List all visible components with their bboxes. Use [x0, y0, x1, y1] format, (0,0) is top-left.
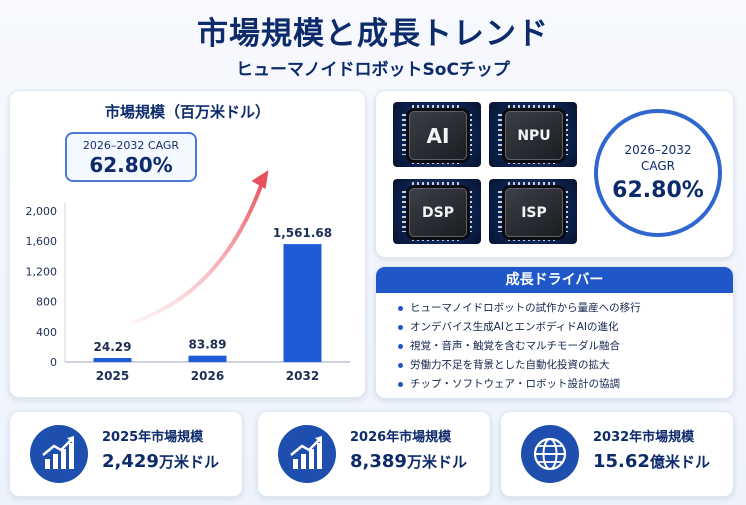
chip-label-npu: NPU [505, 111, 563, 160]
list-item: ヒューマノイドロボットの試作から量産への移行 [398, 299, 733, 318]
cagr-circle-label: CAGR [640, 159, 675, 173]
x-category-label: 2025 [96, 369, 129, 383]
chart-bar [188, 355, 227, 362]
soc-chips-card: AI NPU DSP ISP 2026–2032 CAGR 62.80% [375, 90, 734, 258]
bar-value-label: 24.29 [94, 340, 132, 354]
bar-value-label: 1,561.68 [273, 226, 332, 240]
stat-label: 2026年市場規模 [350, 430, 452, 445]
x-category-label: 2026 [191, 369, 224, 383]
y-tick-label: 1,200 [26, 265, 58, 278]
growth-arrow-head [251, 170, 269, 189]
y-tick-label: 0 [50, 356, 57, 369]
chip-label-dsp: DSP [409, 188, 467, 237]
growth-drivers-title: 成長ドライバー [376, 267, 733, 293]
cagr-callout: 2026–2032 CAGR 62.80% [65, 132, 197, 182]
dsp-chip-icon: DSP [393, 179, 481, 244]
x-category-label: 2032 [286, 369, 319, 383]
bar-chart-growth-icon [278, 425, 336, 483]
cagr-callout-label: 2026–2032 CAGR [82, 139, 180, 152]
npu-chip-icon: NPU [489, 102, 577, 167]
stat-label: 2025年市場規模 [102, 430, 204, 445]
chip-label-ai: AI [409, 111, 467, 160]
market-size-bar-chart: 0 400 800 1,200 1,600 2,000 24.29 2025 83.89 2026… [26, 170, 350, 383]
chart-bar [93, 358, 132, 362]
y-tick-label: 1,600 [26, 235, 58, 248]
stat-card-2032: 2032年市場規模 15.62億米ドル [500, 411, 734, 497]
isp-chip-icon: ISP [489, 179, 577, 244]
growth-arrow [131, 177, 266, 324]
ai-chip-icon: AI [393, 102, 481, 167]
page-title: 市場規模と成長トレンド [197, 16, 549, 52]
stat-value: 2,429万米ドル [102, 451, 219, 472]
stat-card-2026: 2026年市場規模 8,389万米ドル [257, 411, 491, 497]
y-tick-label: 2,000 [26, 205, 58, 218]
cagr-callout-value: 62.80% [89, 153, 173, 177]
growth-drivers-card: 成長ドライバー ヒューマノイドロボットの試作から量産への移行 オンデバイス生成A… [375, 266, 734, 399]
cagr-circle-period: 2026–2032 [624, 143, 692, 157]
stat-card-2025: 2025年市場規模 2,429万米ドル [9, 411, 243, 497]
cagr-circle-value: 62.80% [612, 178, 704, 203]
page-subtitle: ヒューマノイドロボットSoCチップ [236, 60, 510, 80]
bar-value-label: 83.89 [189, 338, 227, 352]
globe-icon [521, 425, 579, 483]
chart-bar [283, 244, 322, 362]
market-size-chart-card: 0 400 800 1,200 1,600 2,000 24.29 2025 83.89 2026… [9, 90, 366, 398]
chip-label-isp: ISP [505, 188, 563, 237]
list-item: 労働力不足を背景とした自動化投資の拡大 [398, 356, 733, 375]
y-tick-label: 400 [36, 326, 57, 339]
stat-value: 15.62億米ドル [593, 451, 710, 472]
stat-label: 2032年市場規模 [593, 430, 695, 445]
chart-title: 市場規模（百万米ドル） [104, 103, 270, 121]
list-item: チップ・ソフトウェア・ロボット設計の協調 [398, 375, 733, 394]
stat-value: 8,389万米ドル [350, 451, 467, 472]
list-item: 視覚・音声・触覚を含むマルチモーダル融合 [398, 337, 733, 356]
y-tick-label: 800 [36, 296, 57, 309]
list-item: オンデバイス生成AIとエンボディドAIの進化 [398, 318, 733, 337]
cagr-circle: 2026–2032 CAGR 62.80% [594, 109, 722, 237]
bar-chart-growth-icon [30, 425, 88, 483]
growth-drivers-list: ヒューマノイドロボットの試作から量産への移行 オンデバイス生成AIとエンボディド… [376, 299, 733, 394]
